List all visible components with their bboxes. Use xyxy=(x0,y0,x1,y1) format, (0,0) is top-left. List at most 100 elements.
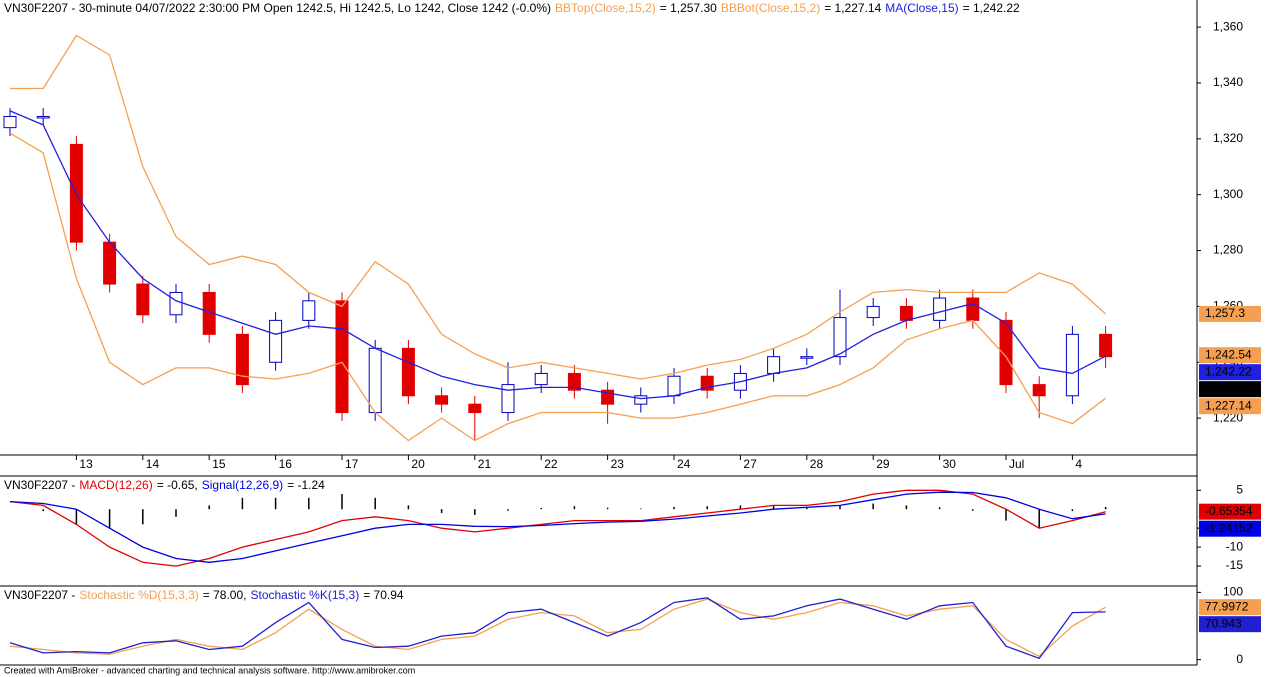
candle-body xyxy=(1065,333,1079,397)
candle-body xyxy=(899,305,913,321)
panel-title: VN30F2207 - 30-minute 04/07/2022 2:30:00… xyxy=(4,1,551,15)
x-tick-label: 28 xyxy=(810,457,824,471)
footer: Created with AmiBroker - advanced charti… xyxy=(4,665,415,675)
panel-title: VN30F2207 - xyxy=(4,478,75,492)
value-badge-label: 1,227.14 xyxy=(1205,398,1252,412)
x-tick-label: 24 xyxy=(677,457,691,471)
candle-body xyxy=(634,395,648,405)
legend-readout: = -0.65, xyxy=(157,478,198,492)
y-tick-label: 1,280 xyxy=(1213,243,1243,257)
y-tick-label: 0 xyxy=(1236,652,1243,666)
candle-body xyxy=(235,333,249,386)
candle-body xyxy=(169,291,183,316)
candle-body xyxy=(1032,384,1046,397)
candle-body xyxy=(1099,333,1113,358)
x-tick-label: 21 xyxy=(478,457,492,471)
y-tick-label: 1,320 xyxy=(1213,131,1243,145)
x-tick-label: 15 xyxy=(212,457,226,471)
candle-body xyxy=(269,319,283,363)
value-badge-label: -1.24152 xyxy=(1205,521,1253,535)
candle-body xyxy=(501,384,515,414)
y-tick-label: 100 xyxy=(1223,585,1243,599)
panel-header: VN30F2207 - Stochastic %D(15,3,3) = 78.00,… xyxy=(4,588,404,602)
candle-body xyxy=(136,283,150,316)
indicator-line xyxy=(9,491,1106,563)
value-badge xyxy=(1199,364,1261,381)
candle-body xyxy=(767,356,781,374)
legend-name: MA(Close,15) xyxy=(885,1,958,15)
candle-body xyxy=(368,347,382,414)
candle-body xyxy=(302,300,316,321)
value-badge-label: 1,242 xyxy=(1205,381,1235,395)
legend-readout: = 1,257.30 xyxy=(660,1,717,15)
value-badge xyxy=(1199,398,1261,415)
indicator-line xyxy=(9,110,1106,400)
indicator-line xyxy=(9,597,1106,660)
value-badge xyxy=(1199,520,1261,537)
legend-name: Signal(12,26,9) xyxy=(202,478,283,492)
candle-body xyxy=(36,115,50,119)
value-badge xyxy=(1199,616,1261,633)
x-tick-label: 13 xyxy=(79,457,93,471)
y-tick-label: 5 xyxy=(1236,482,1243,496)
value-badge-label: 77.9972 xyxy=(1205,599,1249,613)
x-tick-label: 16 xyxy=(279,457,293,471)
candle-body xyxy=(534,372,548,386)
x-tick-label: 23 xyxy=(611,457,625,471)
legend-readout: = 1,242.22 xyxy=(963,1,1020,15)
candle-body xyxy=(866,305,880,319)
indicator-line xyxy=(9,489,1106,567)
legend-name: BBTop(Close,15,2) xyxy=(555,1,656,15)
indicator-line xyxy=(10,34,1107,380)
legend-readout: = 1,227.14 xyxy=(824,1,881,15)
candle-body xyxy=(567,372,581,391)
value-badge-label: 1,242.22 xyxy=(1205,364,1252,378)
y-tick-label: 1,300 xyxy=(1213,187,1243,201)
candle-body xyxy=(468,403,482,414)
x-tick-label: 14 xyxy=(146,457,160,471)
legend-name: Stochastic %D(15,3,3) xyxy=(79,588,198,602)
value-badge xyxy=(1199,381,1261,398)
candle-body xyxy=(800,356,814,359)
candle-body xyxy=(435,395,449,405)
value-badge xyxy=(1199,305,1261,322)
x-tick-label: 22 xyxy=(544,457,558,471)
x-tick-label: 4 xyxy=(1075,457,1082,471)
legend-name: BBBot(Close,15,2) xyxy=(721,1,820,15)
panel-title: VN30F2207 - xyxy=(4,588,75,602)
legend-readout: = 78.00, xyxy=(203,588,247,602)
panel-header: VN30F2207 - 30-minute 04/07/2022 2:30:00… xyxy=(4,1,1020,15)
x-tick-label: 20 xyxy=(411,457,425,471)
y-tick-label: 1,360 xyxy=(1213,19,1243,33)
value-badge xyxy=(1199,347,1261,364)
value-badge-label: 1,242.54 xyxy=(1205,347,1252,361)
candle-body xyxy=(667,375,681,397)
panel-header: VN30F2207 - MACD(12,26) = -0.65, Signal(12,… xyxy=(4,478,325,492)
x-tick-label: 17 xyxy=(345,457,359,471)
x-tick-label: 29 xyxy=(876,457,890,471)
value-badge-label: -0.65354 xyxy=(1205,504,1253,518)
x-tick-label: Jul xyxy=(1009,457,1024,471)
candle-body xyxy=(401,347,415,397)
candle-body xyxy=(833,317,847,358)
legend-readout: = 70.94 xyxy=(363,588,404,602)
candle-body xyxy=(933,297,947,321)
candle-body xyxy=(3,115,17,129)
candle-body xyxy=(966,297,980,321)
legend-name: MACD(12,26) xyxy=(79,478,152,492)
indicator-line xyxy=(9,132,1106,442)
indicator-line xyxy=(9,598,1106,658)
legend-name: Stochastic %K(15,3) xyxy=(250,588,359,602)
candle-body xyxy=(103,241,117,285)
y-tick-label: -10 xyxy=(1226,539,1244,553)
x-tick-label: 30 xyxy=(943,457,957,471)
value-badge xyxy=(1199,503,1261,520)
candle-body xyxy=(335,300,349,414)
candle-body xyxy=(999,319,1013,386)
value-badge-label: 1,257.3 xyxy=(1205,306,1245,320)
y-tick-label: 1,340 xyxy=(1213,75,1243,89)
y-tick-label: -15 xyxy=(1226,558,1244,572)
legend-readout: = -1.24 xyxy=(287,478,325,492)
x-tick-label: 27 xyxy=(743,457,757,471)
